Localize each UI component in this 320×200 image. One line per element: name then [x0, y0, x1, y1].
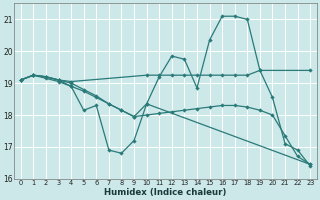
X-axis label: Humidex (Indice chaleur): Humidex (Indice chaleur) [104, 188, 227, 197]
